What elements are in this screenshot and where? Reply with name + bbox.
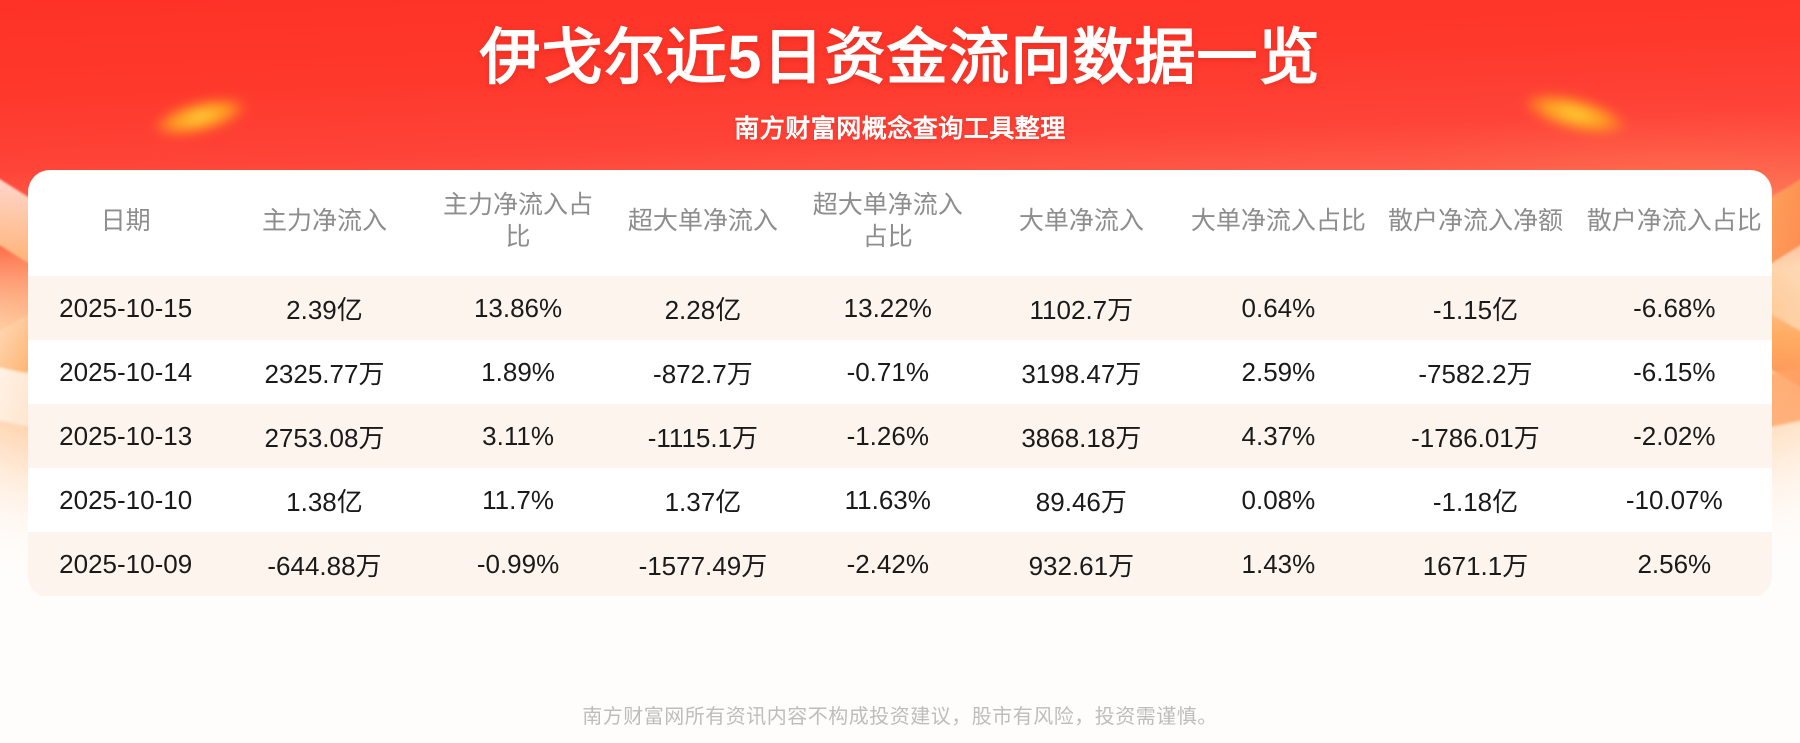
cell-xl-pct: -2.42% (846, 548, 929, 579)
column-header-xl-pct: 超大单净流入占比 (812, 191, 963, 251)
cell-lg-pct: 4.37% (1241, 420, 1316, 451)
cell-main-net: -644.88万 (267, 550, 382, 581)
cell-retail-net: -1.18亿 (1432, 486, 1519, 517)
cell-lg-pct: 0.08% (1241, 484, 1316, 515)
table-row: 2025-10-13 2753.08万 3.11% -1115.1万 -1.26… (28, 404, 1772, 468)
column-header-lg-pct: 大单净流入占比 (1190, 207, 1366, 235)
disclaimer: 南方财富网所有资讯内容不构成投资建议，股市有风险，投资需谨慎。 (582, 706, 1218, 728)
cell-lg-net: 932.61万 (1028, 550, 1135, 581)
cell-xl-net: -1115.1万 (647, 422, 759, 453)
cell-retail-net: -1786.01万 (1411, 422, 1540, 453)
cell-retail-net: -1.15亿 (1432, 294, 1519, 325)
cell-date: 2025-10-15 (59, 292, 193, 323)
cell-date: 2025-10-14 (59, 356, 193, 387)
cell-retail-net: -7582.2万 (1418, 358, 1533, 389)
table-row: 2025-10-10 1.38亿 11.7% 1.37亿 11.63% 89.4… (28, 468, 1772, 532)
column-header-main-net: 主力净流入 (261, 207, 387, 235)
table-header-row: 日期 主力净流入 主力净流入占比 超大单净流入 超大单净流入占比 大单净流入 大… (28, 170, 1772, 276)
cell-retail-net: 1671.1万 (1422, 550, 1529, 581)
cell-xl-net: 1.37亿 (664, 486, 742, 517)
cell-main-net: 2325.77万 (264, 358, 385, 389)
cell-main-pct: 13.86% (473, 292, 563, 323)
cell-main-pct: 3.11% (482, 420, 554, 451)
cell-lg-pct: 2.59% (1241, 356, 1316, 387)
cell-xl-net: -1577.49万 (638, 550, 768, 581)
cell-main-net: 2.39亿 (286, 294, 363, 325)
cell-lg-net: 1102.7万 (1029, 294, 1134, 325)
cell-xl-pct: -1.26% (846, 420, 929, 451)
cell-retail-pct: -10.07% (1625, 484, 1723, 515)
cell-lg-pct: 0.64% (1241, 292, 1316, 323)
cell-lg-net: 89.46万 (1035, 486, 1127, 517)
cell-date: 2025-10-13 (59, 420, 193, 451)
cell-main-net: 2753.08万 (264, 422, 385, 453)
cell-xl-pct: 11.63% (844, 484, 931, 515)
cell-lg-pct: 1.43% (1241, 548, 1316, 579)
cell-retail-pct: 2.56% (1637, 548, 1712, 579)
table-header: 日期 主力净流入 主力净流入占比 超大单净流入 超大单净流入占比 大单净流入 大… (28, 170, 1772, 276)
table-row: 2025-10-09 -644.88万 -0.99% -1577.49万 -2.… (28, 532, 1772, 596)
cell-main-net: 1.38亿 (286, 486, 363, 517)
cell-date: 2025-10-09 (59, 548, 193, 579)
fund-flow-table: 日期 主力净流入 主力净流入占比 超大单净流入 超大单净流入占比 大单净流入 大… (28, 170, 1772, 596)
column-header-retail-pct: 散户净流入占比 (1586, 207, 1762, 235)
ember-left (147, 88, 253, 146)
cell-xl-net: 2.28亿 (664, 294, 742, 325)
column-header-lg-net: 大单净流入 (1018, 207, 1144, 235)
cell-lg-net: 3198.47万 (1021, 358, 1142, 389)
ember-right (1517, 83, 1633, 145)
table-row: 2025-10-14 2325.77万 1.89% -872.7万 -0.71%… (28, 340, 1772, 404)
cell-xl-net: -872.7万 (653, 358, 753, 389)
cell-retail-pct: -2.02% (1633, 420, 1716, 451)
cell-retail-pct: -6.68% (1633, 292, 1716, 323)
cell-xl-pct: 13.22% (843, 292, 932, 323)
column-header-main-pct: 主力净流入占比 (443, 191, 594, 251)
cell-main-pct: -0.99% (476, 548, 560, 579)
cell-main-pct: 11.7% (482, 484, 554, 515)
cell-lg-net: 3868.18万 (1021, 422, 1142, 453)
cell-retail-pct: -6.15% (1633, 356, 1716, 387)
cell-main-pct: 1.89% (481, 356, 555, 387)
data-card: 南方财富网 Southmoney.com 日期 主力净流入 主力净流入占比 超大… (28, 170, 1772, 598)
column-header-date: 日期 (100, 207, 151, 235)
column-header-retail-net: 散户净流入净额 (1387, 207, 1563, 235)
table-row: 2025-10-15 2.39亿 13.86% 2.28亿 13.22% 110… (28, 276, 1772, 340)
column-header-xl-net: 超大单净流入 (627, 207, 778, 235)
table-body: 2025-10-15 2.39亿 13.86% 2.28亿 13.22% 110… (28, 276, 1772, 596)
cell-date: 2025-10-10 (59, 484, 193, 515)
cell-xl-pct: -0.71% (846, 356, 929, 387)
